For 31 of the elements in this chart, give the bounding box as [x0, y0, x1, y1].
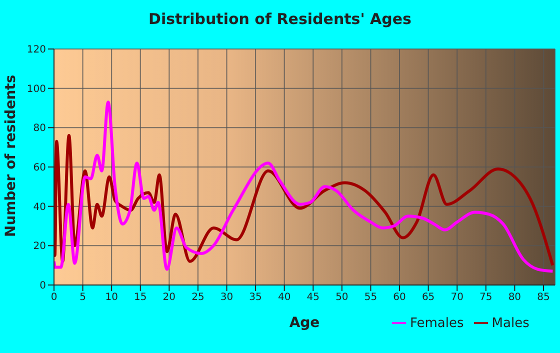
- legend-label: Females: [410, 316, 464, 331]
- x-tick-label: 70: [450, 292, 464, 304]
- x-tick-label: 45: [306, 292, 320, 304]
- x-tick-label: 80: [508, 292, 522, 304]
- y-tick-label: 80: [33, 123, 46, 134]
- y-tick-label: 20: [33, 241, 46, 252]
- x-tick-label: 20: [162, 292, 176, 304]
- x-tick-label: 5: [80, 292, 86, 304]
- y-tick-label: 100: [26, 84, 46, 95]
- line-series: [54, 100, 554, 273]
- x-tick-label: 15: [134, 292, 147, 304]
- x-tick-label: 0: [50, 292, 58, 304]
- x-tick-label: 25: [192, 292, 204, 304]
- y-tick-label: 60: [33, 162, 46, 174]
- legend-label: Males: [492, 316, 530, 331]
- x-tick-label: 10: [105, 292, 118, 304]
- y-tick-label: 40: [33, 202, 46, 213]
- x-axis-title: Age: [289, 315, 320, 331]
- x-tick-label: 55: [364, 292, 378, 304]
- x-tick-label: 75: [480, 292, 492, 304]
- x-tick-label: 85: [537, 292, 550, 304]
- x-tick-label: 40: [278, 292, 291, 304]
- x-tick-label: 65: [422, 292, 435, 304]
- chart-title: Distribution of Residents' Ages: [148, 10, 412, 28]
- x-tick-label: 35: [249, 292, 262, 304]
- x-tick-label: 60: [393, 292, 406, 304]
- y-axis-title: Number of residents: [2, 74, 19, 237]
- y-tick-label: 120: [26, 44, 46, 56]
- x-tick-label: 50: [336, 292, 348, 304]
- x-tick-label: 30: [220, 292, 234, 304]
- y-tick-label: 0: [40, 280, 46, 292]
